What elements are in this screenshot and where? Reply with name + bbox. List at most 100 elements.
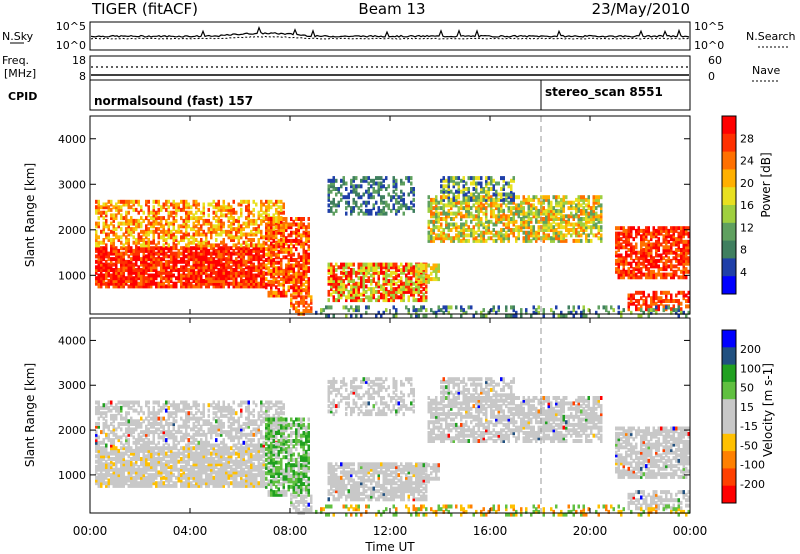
power-cell	[412, 192, 415, 197]
power-cell	[380, 187, 383, 191]
power-cell	[395, 208, 398, 213]
power-cell	[137, 284, 140, 289]
power-cell	[665, 250, 668, 255]
power-cell	[540, 203, 543, 208]
power-cell	[587, 219, 590, 224]
power-cell	[230, 254, 233, 259]
power-cell	[272, 217, 275, 221]
power-cell	[215, 218, 218, 223]
power-cell	[600, 225, 603, 230]
velocity-cell	[205, 467, 208, 472]
power-cell	[560, 222, 563, 227]
power-cell	[100, 210, 103, 215]
power-cell	[130, 270, 133, 275]
power-cell	[615, 261, 618, 266]
velocity-cell	[145, 457, 148, 461]
power-cell	[340, 184, 343, 189]
power-cell	[390, 295, 393, 300]
power-cell	[627, 239, 630, 244]
power-cell	[347, 262, 350, 267]
power-cell	[280, 290, 283, 295]
power-cell	[435, 310, 438, 315]
power-cell	[632, 226, 635, 231]
power-cell	[247, 205, 250, 210]
power-cell	[520, 308, 523, 313]
power-cell	[150, 276, 153, 281]
power-cell	[607, 310, 610, 315]
power-cell	[632, 250, 635, 255]
power-cell	[575, 238, 578, 243]
power-cell	[190, 216, 193, 221]
power-cell	[395, 276, 398, 281]
velocity-cell	[125, 478, 128, 483]
power-cell	[475, 206, 478, 211]
power-cell	[392, 295, 395, 300]
power-cell	[427, 203, 430, 208]
power-cell	[562, 238, 565, 243]
power-cell	[567, 206, 570, 211]
velocity-cell	[212, 448, 215, 453]
power-cell	[652, 308, 655, 313]
power-cell	[350, 305, 353, 310]
velocity-cell	[100, 465, 103, 469]
velocity-cell	[140, 462, 143, 467]
power-cell	[640, 242, 643, 247]
velocity-cell	[135, 483, 138, 488]
power-cell	[250, 273, 253, 278]
power-cell	[202, 265, 205, 270]
velocity-cell	[130, 481, 133, 486]
power-cell	[107, 270, 110, 275]
power-cell	[355, 273, 358, 278]
power-cell	[542, 233, 545, 238]
power-cell	[210, 259, 213, 264]
power-cell	[470, 233, 473, 238]
power-cell	[585, 222, 588, 227]
power-cell	[290, 255, 293, 260]
power-cell	[267, 282, 270, 287]
velocity-cell	[175, 475, 178, 480]
velocity-cell	[125, 459, 128, 464]
power-cell	[237, 251, 240, 256]
power-cell	[435, 208, 438, 213]
power-cell	[287, 249, 290, 254]
power-cell	[195, 281, 198, 286]
power-cell	[600, 203, 603, 208]
power-cell	[182, 238, 185, 242]
velocity-cell	[177, 448, 180, 453]
power-cell	[472, 214, 475, 219]
power-cell	[300, 233, 303, 238]
power-cell	[185, 232, 188, 237]
power-cell	[647, 250, 650, 255]
power-cell	[237, 229, 240, 234]
power-cell	[617, 258, 620, 263]
power-cell	[165, 254, 168, 259]
velocity-cell	[157, 481, 160, 486]
velocity-cell	[130, 467, 133, 472]
power-cell	[225, 268, 228, 272]
power-cell	[585, 197, 588, 202]
power-cell	[587, 308, 590, 313]
power-cell	[400, 289, 403, 294]
power-cell	[670, 226, 673, 231]
power-cell	[400, 281, 403, 286]
velocity-cell	[205, 475, 208, 480]
power-cell	[210, 246, 213, 251]
power-cell	[195, 229, 198, 234]
power-cell	[652, 242, 655, 247]
power-cell	[640, 313, 643, 318]
power-cell	[382, 295, 385, 300]
power-cell	[370, 178, 373, 183]
power-cell	[187, 251, 190, 256]
power-cell	[300, 274, 303, 279]
power-cell	[127, 210, 130, 215]
power-cell	[232, 207, 235, 212]
power-cell	[232, 279, 235, 283]
power-cell	[562, 219, 565, 224]
power-cell	[465, 206, 468, 211]
power-cell	[287, 277, 290, 282]
power-cell	[562, 233, 565, 238]
power-cell	[147, 262, 150, 267]
power-cell	[450, 238, 453, 243]
power-cell	[270, 219, 273, 224]
power-cell	[450, 305, 453, 310]
